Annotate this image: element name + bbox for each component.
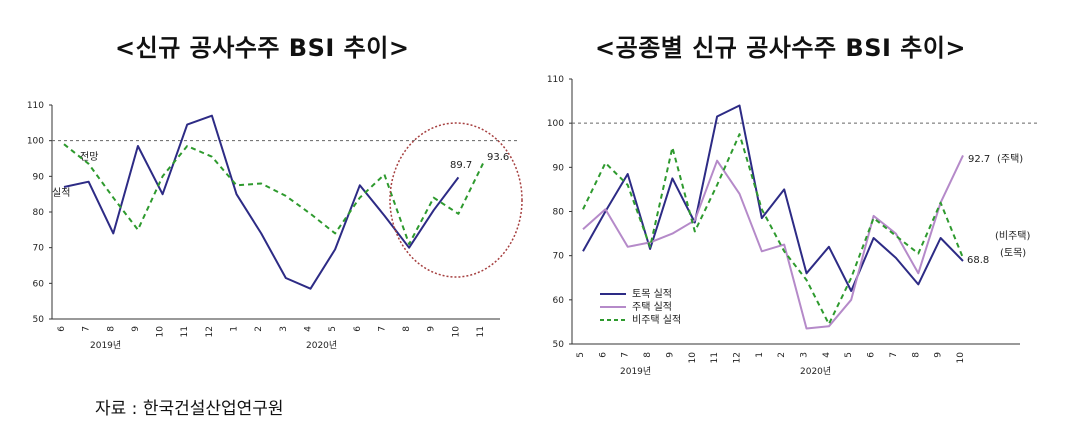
left-y-tick-label: 100 [27,137,44,147]
left-series-line-1 [63,143,484,246]
source-note: 자료 : 한국건설산업연구원 [95,399,284,419]
right-x-tick-label: 5 [844,352,854,358]
right-x-tick-label: 9 [934,352,944,358]
right-x-tick-label: 8 [911,352,921,358]
left-x-tick-label: 6 [353,326,363,332]
left-x-tick-label: 10 [451,326,461,338]
right-x-tick-label: 6 [867,352,877,358]
right-x-tick-label: 3 [800,352,810,358]
left-x-tick-label: 8 [402,326,412,332]
right-x-tick-label: 7 [889,352,899,358]
right-y-tick-label: 50 [553,340,565,350]
right-end-label: (주택) [997,153,1023,165]
right-end-label: (토목) [1000,247,1026,259]
left-x-tick-label: 4 [303,326,313,332]
left-x-tick-label: 3 [279,326,289,332]
left-series-line-0 [63,114,460,290]
right-y-tick-label: 70 [553,252,565,262]
right-y-tick-label: 90 [553,163,565,173]
left-x-tick-label: 11 [476,326,486,337]
left-y-tick-label: 70 [33,244,45,254]
left-x-tick-label: 7 [377,326,387,332]
left-x-tick-label: 6 [57,326,67,332]
right-x-tick-label: 12 [732,352,742,363]
right-x-tick-label: 10 [688,352,698,364]
left-y-tick-label: 80 [33,208,45,218]
left-chart-title: <신규 공사수주 BSI 추이> [115,34,410,62]
left-x-tick-label: 10 [156,326,166,338]
left-x-tick-label: 8 [106,326,116,332]
left-y-tick-label: 90 [33,172,45,182]
left-series-label: 실적 [52,187,70,199]
left-x-tick-label: 11 [180,326,190,337]
left-end-label: 89.7 [450,160,472,171]
right-x-tick-label: 11 [710,352,720,363]
right-end-label: (비주택) [995,230,1031,242]
right-chart-title: <공종별 신규 공사수주 BSI 추이> [595,34,967,62]
right-x-tick-label: 2 [777,352,787,358]
left-x-tick-label: 12 [205,326,215,337]
left-x-tick-label: 1 [230,326,240,332]
right-y-tick-label: 60 [553,296,565,306]
left-x-tick-label: 2 [254,326,264,332]
right-year-label: 2020년 [800,366,831,377]
left-highlight-circle [389,122,523,278]
right-series-line-0 [582,104,964,292]
left-end-label: 93.6 [487,152,509,163]
left-x-tick-label: 9 [131,326,141,332]
left-y-tick-label: 60 [33,279,45,289]
right-series-line-1 [582,154,964,330]
right-y-tick-label: 110 [547,75,564,85]
right-x-tick-label: 4 [822,352,832,358]
right-y-tick-label: 100 [547,119,564,129]
right-end-label: 68.8 [967,255,989,266]
left-year-label: 2019년 [90,340,121,351]
right-x-tick-label: 1 [755,352,765,358]
right-x-tick-label: 6 [598,352,608,358]
right-x-tick-label: 9 [665,352,675,358]
right-end-label: 92.7 [968,154,990,165]
left-year-label: 2020년 [306,340,337,351]
right-legend-entry: 비주택 실적 [632,314,681,326]
right-year-label: 2019년 [620,366,651,377]
right-x-tick-label: 7 [621,352,631,358]
right-x-tick-label: 8 [643,352,653,358]
right-legend-entry: 주택 실적 [632,301,672,313]
right-x-tick-label: 5 [576,352,586,358]
right-series-line-2 [582,133,964,326]
left-y-tick-label: 50 [33,315,45,325]
left-y-tick-label: 110 [27,101,44,111]
left-x-tick-label: 9 [427,326,437,332]
right-legend-entry: 토목 실적 [632,288,672,300]
left-x-tick-label: 5 [328,326,338,332]
right-x-tick-label: 10 [956,352,966,364]
left-x-tick-label: 7 [82,326,92,332]
left-series-label: 전망 [80,151,98,163]
right-y-tick-label: 80 [553,208,565,218]
